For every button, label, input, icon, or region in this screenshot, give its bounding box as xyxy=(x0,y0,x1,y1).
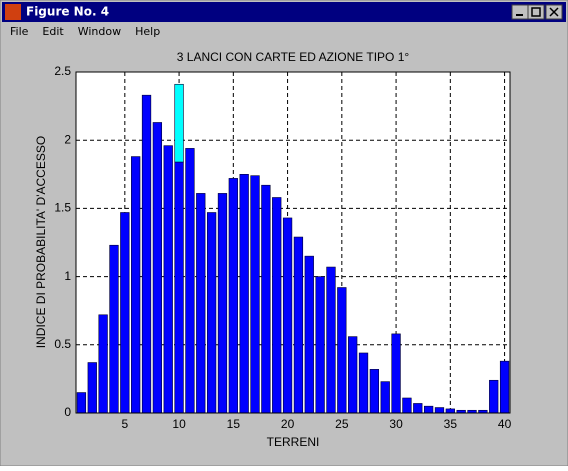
bar xyxy=(206,212,217,414)
bar xyxy=(358,352,369,414)
bar xyxy=(174,83,184,163)
bar xyxy=(413,403,423,414)
bar xyxy=(445,408,455,414)
bar xyxy=(250,175,260,414)
maximize-button[interactable] xyxy=(527,4,545,20)
y-tick-label: 1 xyxy=(64,269,71,283)
bar xyxy=(87,362,97,414)
bar xyxy=(304,255,314,414)
bar xyxy=(380,381,390,414)
plot-area xyxy=(76,72,510,413)
bar xyxy=(369,369,380,414)
bar xyxy=(163,145,173,414)
bar xyxy=(152,122,163,414)
bar xyxy=(499,360,510,414)
y-tick-label: 0.5 xyxy=(54,337,71,351)
bar xyxy=(348,336,358,414)
bar xyxy=(217,193,228,414)
bar xyxy=(489,379,499,414)
x-tick-label: 5 xyxy=(121,417,128,431)
close-icon xyxy=(549,7,559,17)
bar xyxy=(282,217,293,414)
bar xyxy=(239,174,249,414)
x-axis-label: TERRENI xyxy=(267,435,320,449)
y-tick-label: 0 xyxy=(64,405,71,419)
bar xyxy=(293,236,304,414)
bar xyxy=(120,212,130,414)
axes-frame xyxy=(75,71,511,414)
menu-item[interactable]: File xyxy=(10,25,29,38)
bar xyxy=(109,244,119,414)
menu-item[interactable]: Window xyxy=(78,25,121,38)
bar xyxy=(391,333,401,414)
x-tick-label: 15 xyxy=(227,417,241,431)
menu-item[interactable]: Edit xyxy=(42,25,64,38)
bar xyxy=(434,407,445,414)
bar xyxy=(337,287,347,414)
x-tick-label: 25 xyxy=(335,417,349,431)
bar xyxy=(196,193,206,414)
bar xyxy=(76,392,87,414)
minimize-button[interactable] xyxy=(511,4,529,20)
bar xyxy=(141,94,152,414)
x-tick-label: 40 xyxy=(498,417,512,431)
menu-item[interactable]: Help xyxy=(135,25,160,38)
bar xyxy=(185,148,195,414)
y-axis-label: INDICE DI PROBABILITA' D'ACCESSO xyxy=(34,136,48,348)
bar xyxy=(228,178,238,414)
title-bar xyxy=(2,2,566,22)
chart-title: 3 LANCI CON CARTE ED AZIONE TIPO 1° xyxy=(177,50,410,64)
y-tick-label: 1.5 xyxy=(54,201,71,215)
x-tick-label: 30 xyxy=(389,417,403,431)
bar xyxy=(402,397,412,414)
x-tick-label: 20 xyxy=(281,417,295,431)
x-tick-label: 35 xyxy=(444,417,458,431)
bar xyxy=(315,276,325,414)
bar xyxy=(272,197,282,414)
window-title: Figure No. 4 xyxy=(26,5,109,19)
y-tick-label: 2.5 xyxy=(54,64,71,78)
bar xyxy=(326,266,336,414)
bar xyxy=(174,161,184,414)
bar xyxy=(131,156,141,414)
x-tick-label: 10 xyxy=(172,417,186,431)
window-buttons[interactable] xyxy=(511,4,563,20)
y-tick-label: 2 xyxy=(64,132,71,146)
maximize-icon xyxy=(531,7,541,17)
window-icon xyxy=(5,4,21,20)
bar xyxy=(423,405,434,414)
bar xyxy=(98,314,108,414)
bar xyxy=(261,184,271,414)
